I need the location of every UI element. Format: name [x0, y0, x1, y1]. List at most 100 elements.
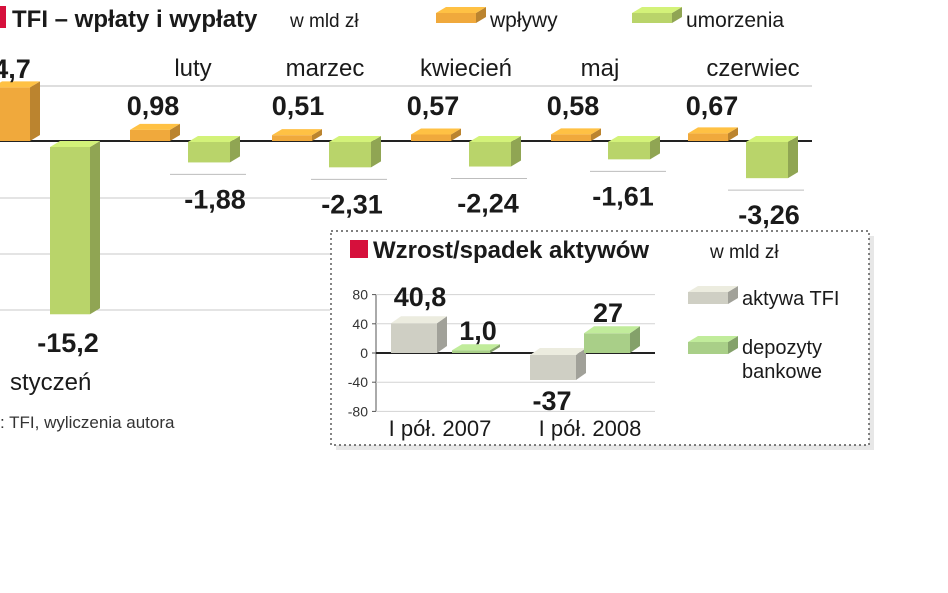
legend-swatch-umorzenia-front — [632, 13, 672, 23]
bar-wplywy-marzec-top — [272, 129, 322, 136]
value-label-umorzenia-kwiecien: -2,24 — [457, 189, 519, 219]
bar-wplywy-kwiecien-front — [411, 134, 451, 141]
inset-bar-depozyty-2007-front — [452, 350, 490, 353]
inset-plot: 80 40 0 -40 -80 40,8 1,0 I pół. 2007 -37 27 I pół.… — [348, 282, 655, 441]
inset-tick-label: -80 — [348, 403, 368, 419]
inset-bar-aktywa-2007-top — [391, 316, 447, 324]
value-label-wplywy-kwiecien: 0,57 — [407, 91, 460, 121]
month-label-czerwiec: czerwiec — [706, 55, 799, 82]
month-label-kwiecien: kwiecień — [420, 55, 512, 82]
bar-umorzenia-maj — [608, 136, 660, 160]
bar-umorzenia-kwiecien-top — [469, 136, 521, 142]
bar-wplywy-czerwiec-front — [688, 133, 728, 141]
legend: wpływy umorzenia — [436, 7, 784, 32]
inset-value-depozyty-2008: 27 — [593, 298, 623, 328]
legend-swatch-umorzenia-top — [632, 7, 682, 13]
bar-wplywy-czerwiec-top — [688, 127, 738, 134]
bar-umorzenia-czerwiec-side — [788, 136, 798, 179]
bar-wplywy-marzec-front — [272, 135, 312, 141]
inset-tick-label: -40 — [348, 374, 368, 390]
legend-label-umorzenia: umorzenia — [686, 9, 784, 32]
inset-value-aktywa-2008: -37 — [532, 386, 571, 416]
chart-unit: w mld zł — [289, 11, 359, 32]
legend-swatch-wplywy-front — [436, 13, 476, 23]
inset-bar-depozyty-2008 — [584, 326, 640, 353]
inset-value-depozyty-2007: 1,0 — [459, 316, 497, 346]
inset-legend-swatch-aktywa-top — [688, 286, 738, 292]
bar-wplywy-maj-side — [591, 128, 601, 141]
bar-umorzenia-marzec-side — [371, 136, 381, 168]
value-label-umorzenia-luty: -1,88 — [184, 184, 246, 214]
value-label-wplywy-styczen: 4,7 — [0, 54, 31, 84]
inset-bar-depozyty-2008-side — [630, 326, 640, 353]
bar-wplywy-kwiecien-side — [451, 128, 461, 141]
bar-wplywy-maj-top — [551, 128, 601, 135]
value-label-wplywy-marzec: 0,51 — [272, 91, 325, 121]
legend-swatch-wplywy-top — [436, 7, 486, 13]
inset-legend-label-depozyty: depozyty — [742, 337, 822, 359]
inset-bar-aktywa-2007 — [391, 316, 447, 353]
inset-bar-depozyty-2007-side — [490, 344, 500, 353]
inset-legend-swatch-depozyty-front — [688, 342, 728, 354]
bar-wplywy-marzec-side — [312, 129, 322, 141]
inset-bar-depozyty-2007-top — [452, 344, 500, 351]
bar-wplywy-luty-top — [130, 123, 180, 130]
bar-wplywy-czerwiec — [688, 127, 738, 141]
bar-wplywy-czerwiec-side — [728, 127, 738, 141]
inset-legend-swatch-depozyty — [688, 336, 738, 354]
value-label-umorzenia-maj: -1,61 — [592, 181, 654, 211]
bar-wplywy-maj-front — [551, 134, 591, 141]
value-label-umorzenia-styczen: -15,2 — [37, 328, 99, 358]
bar-umorzenia-maj-front — [608, 142, 650, 160]
month-label-styczen: styczeń — [10, 369, 91, 396]
inset-bar-aktywa-2007-front — [391, 323, 437, 353]
inset-title-marker — [350, 240, 368, 258]
bar-umorzenia-styczen-side — [90, 141, 100, 315]
month-label-luty: luty — [174, 55, 211, 82]
inset-tick-label: 0 — [360, 345, 368, 361]
legend-swatch-wplywy — [436, 7, 486, 23]
bar-wplywy-marzec — [272, 129, 322, 141]
bar-umorzenia-luty-top — [188, 136, 240, 142]
bar-wplywy-styczen — [0, 81, 40, 141]
bar-umorzenia-styczen-front — [50, 147, 90, 315]
bar-umorzenia-czerwiec-front — [746, 142, 788, 179]
legend-swatch-umorzenia — [632, 7, 682, 23]
inset-bar-aktywa-2008-top — [530, 348, 586, 355]
month-label-marzec: marzec — [286, 55, 365, 82]
inset-unit: w mld zł — [709, 242, 779, 263]
inset-title: Wzrost/spadek aktywów — [373, 237, 649, 264]
bar-wplywy-kwiecien — [411, 128, 461, 141]
inset-bar-aktywa-2008-side — [576, 348, 586, 381]
inset-tick-label: 40 — [352, 316, 368, 332]
value-label-wplywy-maj: 0,58 — [547, 91, 600, 121]
inset-category-2007: I pół. 2007 — [389, 416, 492, 441]
title-marker — [0, 6, 6, 28]
bar-wplywy-luty — [130, 123, 180, 141]
chart-title: TFI – wpłaty i wypłaty — [12, 6, 258, 33]
legend-label-wplywy: wpływy — [489, 9, 558, 32]
bar-wplywy-maj — [551, 128, 601, 141]
bar-umorzenia-marzec-front — [329, 142, 371, 168]
bar-umorzenia-kwiecien-front — [469, 142, 511, 167]
bar-umorzenia-luty-side — [230, 136, 240, 163]
inset-legend-swatch-aktywa-front — [688, 292, 728, 304]
source-note: : TFI, wyliczenia autora — [0, 413, 175, 432]
inset-legend-label-aktywa: aktywa TFI — [742, 288, 839, 310]
inset-bar-aktywa-2008 — [530, 348, 586, 381]
bar-wplywy-kwiecien-top — [411, 128, 461, 135]
month-label-maj: maj — [581, 55, 620, 82]
inset-legend-label-bankowe: bankowe — [742, 361, 822, 383]
bar-umorzenia-marzec-top — [329, 136, 381, 142]
bar-umorzenia-kwiecien — [469, 136, 521, 167]
inset-value-aktywa-2007: 40,8 — [394, 282, 447, 312]
inset-bar-depozyty-2008-front — [584, 333, 630, 353]
inset-bar-aktywa-2008-front — [530, 355, 576, 381]
bar-umorzenia-maj-top — [608, 136, 660, 142]
inset-bar-aktywa-2007-side — [437, 316, 447, 353]
inset-tick-label: 80 — [352, 287, 368, 303]
bar-umorzenia-marzec — [329, 136, 381, 168]
bars: 4,7 -15,2 styczeń 0,98 -1,88 luty 0,51 -2,31 mar… — [0, 54, 804, 396]
bar-umorzenia-luty-front — [188, 142, 230, 163]
